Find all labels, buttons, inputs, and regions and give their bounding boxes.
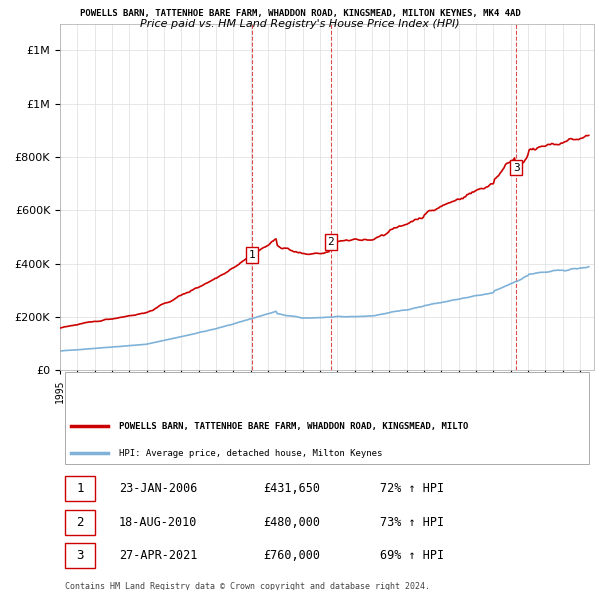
Text: 72% ↑ HPI: 72% ↑ HPI <box>380 482 445 495</box>
Text: Contains HM Land Registry data © Crown copyright and database right 2024.
This d: Contains HM Land Registry data © Crown c… <box>65 582 430 590</box>
FancyBboxPatch shape <box>65 543 95 568</box>
Text: 2: 2 <box>328 237 334 247</box>
Text: 2: 2 <box>76 516 84 529</box>
Text: 27-APR-2021: 27-APR-2021 <box>119 549 197 562</box>
Text: 3: 3 <box>76 549 84 562</box>
FancyBboxPatch shape <box>65 372 589 464</box>
Text: Price paid vs. HM Land Registry's House Price Index (HPI): Price paid vs. HM Land Registry's House … <box>140 19 460 29</box>
Text: HPI: Average price, detached house, Milton Keynes: HPI: Average price, detached house, Milt… <box>119 449 382 458</box>
Text: 73% ↑ HPI: 73% ↑ HPI <box>380 516 445 529</box>
Text: 1: 1 <box>76 482 84 495</box>
Text: 3: 3 <box>513 163 520 173</box>
Text: £480,000: £480,000 <box>263 516 320 529</box>
Text: POWELLS BARN, TATTENHOE BARE FARM, WHADDON ROAD, KINGSMEAD, MILTO: POWELLS BARN, TATTENHOE BARE FARM, WHADD… <box>119 422 468 431</box>
FancyBboxPatch shape <box>65 476 95 502</box>
Text: £431,650: £431,650 <box>263 482 320 495</box>
FancyBboxPatch shape <box>65 510 95 535</box>
Text: 1: 1 <box>248 250 255 260</box>
Text: POWELLS BARN, TATTENHOE BARE FARM, WHADDON ROAD, KINGSMEAD, MILTON KEYNES, MK4 4: POWELLS BARN, TATTENHOE BARE FARM, WHADD… <box>80 9 520 18</box>
Text: 18-AUG-2010: 18-AUG-2010 <box>119 516 197 529</box>
Text: 69% ↑ HPI: 69% ↑ HPI <box>380 549 445 562</box>
Text: 23-JAN-2006: 23-JAN-2006 <box>119 482 197 495</box>
Text: £760,000: £760,000 <box>263 549 320 562</box>
